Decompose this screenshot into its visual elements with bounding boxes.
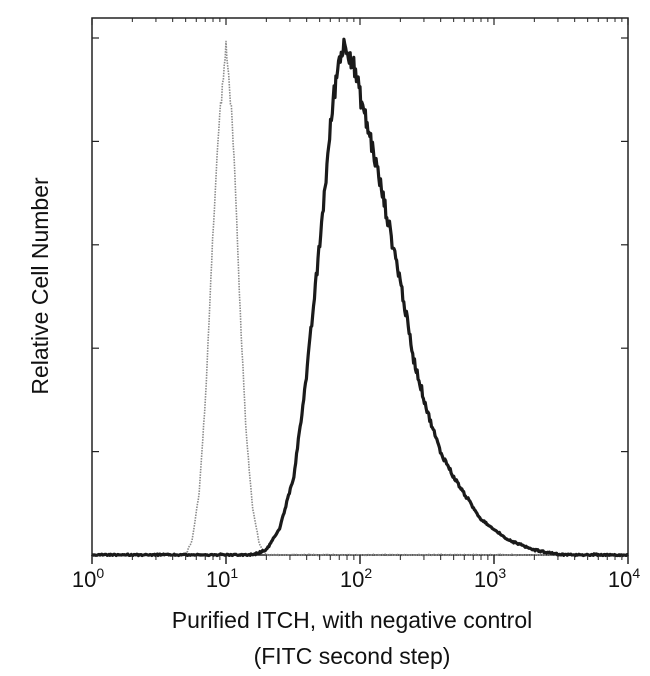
x-tick-label: 101 [206,565,238,592]
labels-layer: 100 101 102 103 104 [72,565,640,592]
x-tick-label: 104 [608,565,640,592]
x-tick-label: 103 [474,565,506,592]
series-negative-control-curve [91,40,629,557]
y-axis-title: Relative Cell Number [27,177,53,395]
series-itch-curve [90,37,629,558]
x-axis-title: Purified ITCH, with negative control [172,607,533,633]
x-tick-label: 100 [72,565,104,592]
x-tick-label: 102 [340,565,372,592]
series-layer [90,37,629,558]
x-axis-title-line2: (FITC second step) [254,643,451,669]
ticks-layer [91,18,629,564]
